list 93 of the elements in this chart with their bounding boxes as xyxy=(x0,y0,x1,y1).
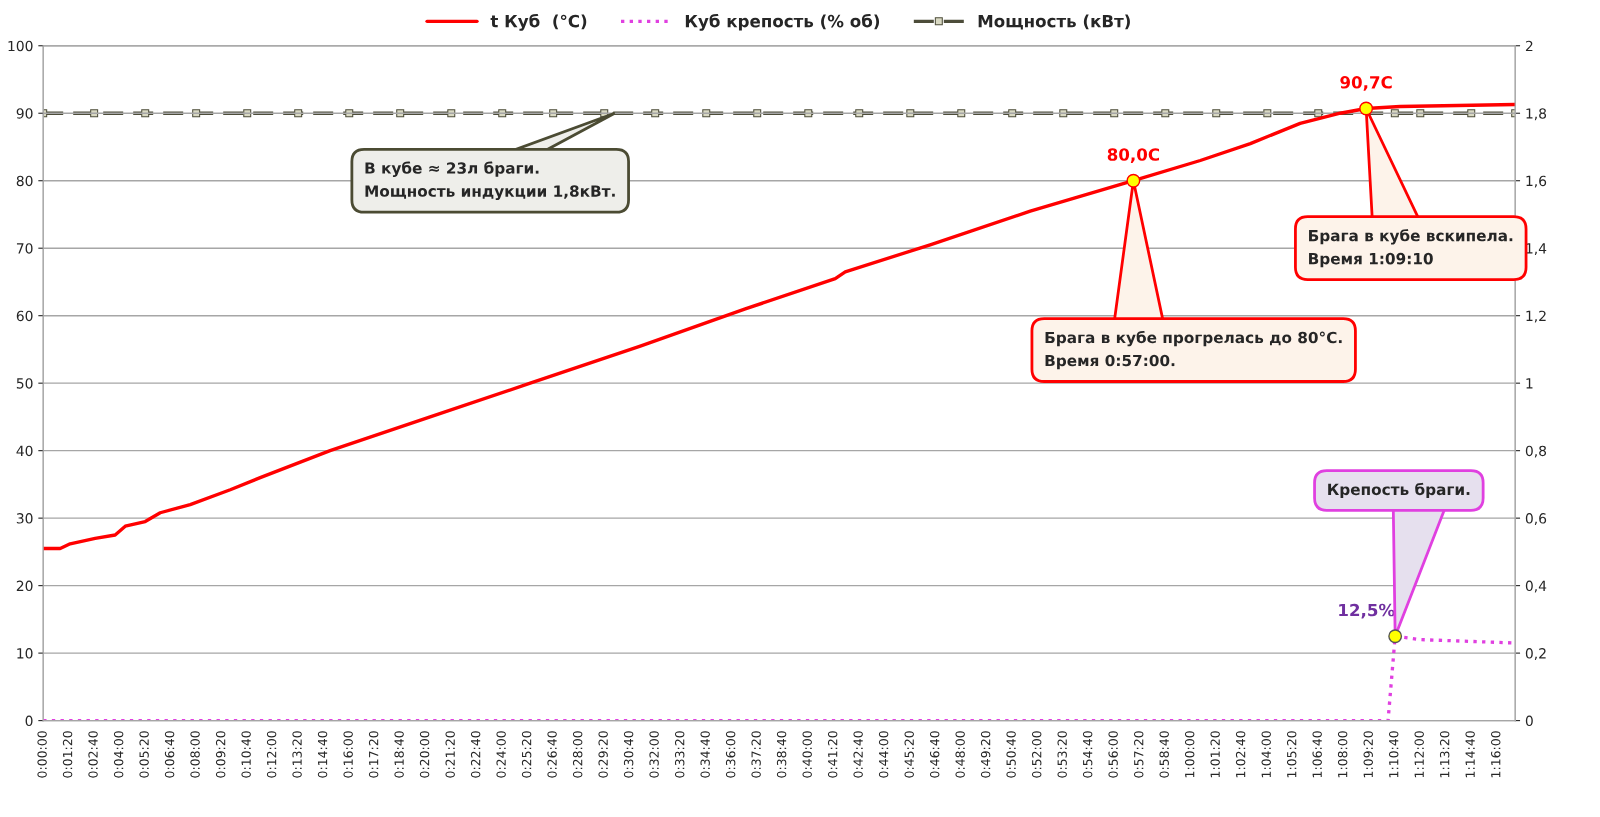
annotation: Брага в кубе вскипела. Время 1:09:10 xyxy=(1309,229,1513,268)
x-tick-label: 1:14:40 xyxy=(1465,731,1475,778)
point xyxy=(1359,101,1374,116)
x-tick-label: 0:29:20 xyxy=(598,731,608,778)
x-tick-label: 0:56:00 xyxy=(1108,731,1118,778)
y-tick-label: 0 xyxy=(25,715,33,727)
x-tick-label: 1:08:00 xyxy=(1337,731,1348,778)
y-tick-label: 60 xyxy=(16,310,33,322)
x-tick-label: 0:22:40 xyxy=(470,731,481,778)
x-tick-label: 0:02:40 xyxy=(88,731,98,778)
x-tick-label: 0:41:20 xyxy=(827,731,838,778)
x-tick-label: 0:57:20 xyxy=(1134,731,1144,778)
y-tick-label: 90 xyxy=(16,108,33,119)
x-tick-label: 1:13:20 xyxy=(1439,731,1450,778)
y-tick-label: 30 xyxy=(16,513,33,524)
x-tick-label: 0:17:20 xyxy=(368,731,379,778)
x-tick-label: 0:33:20 xyxy=(674,731,685,778)
data-label: 12,5% xyxy=(1339,603,1395,619)
x-tick-label: 1:00:00 xyxy=(1184,731,1195,778)
y2-tick-label: 1,2 xyxy=(1526,310,1546,323)
x-tick-label: 0:53:20 xyxy=(1057,731,1067,778)
y2-tick-label: 1 xyxy=(1526,378,1533,389)
data-label: 90,7C xyxy=(1340,76,1392,91)
x-tick-label: 0:00:00 xyxy=(37,731,47,778)
line-series xyxy=(43,101,1516,551)
y2-tick-label: 0,6 xyxy=(1525,513,1547,526)
y2-tick-label: 0,4 xyxy=(1525,580,1547,593)
x-tick-label: 0:10:40 xyxy=(241,731,251,778)
x-tick-label: 0:21:20 xyxy=(445,731,455,778)
x-tick-label: 0:36:00 xyxy=(725,731,736,778)
x-tick-label: 0:40:00 xyxy=(802,731,812,778)
x-tick-label: 1:10:40 xyxy=(1388,731,1399,778)
x-tick-label: 0:32:00 xyxy=(649,731,659,778)
x-tick-label: 0:16:00 xyxy=(343,731,353,778)
x-tick-label: 0:04:00 xyxy=(113,731,124,778)
data-label: 80,0C xyxy=(1107,148,1160,163)
x-tick-label: 0:38:40 xyxy=(776,731,787,778)
y2-tick-label: 1,4 xyxy=(1526,243,1547,256)
x-tick-label: 0:24:00 xyxy=(496,731,506,778)
x-tick-label: 0:52:00 xyxy=(1031,731,1042,778)
y-tick-label: 20 xyxy=(16,580,33,592)
y-tick-label: 40 xyxy=(16,445,33,457)
annotation: Крепость браги. xyxy=(1328,482,1470,499)
x-tick-label: 0:06:40 xyxy=(164,731,175,778)
y2-tick-label: 1,8 xyxy=(1526,108,1547,121)
x-tick-label: 0:50:40 xyxy=(1006,731,1016,778)
x-tick-label: 0:34:40 xyxy=(700,731,710,778)
x-tick-label: 0:28:00 xyxy=(572,731,583,778)
legend-label: Мощность (кВт) xyxy=(978,14,1130,30)
x-tick-label: 0:13:20 xyxy=(292,731,302,778)
x-tick-label: 0:25:20 xyxy=(521,731,532,778)
x-tick-label: 1:02:40 xyxy=(1235,731,1246,778)
x-tick-label: 0:37:20 xyxy=(751,731,761,778)
y2-tick-label: 0 xyxy=(1525,715,1533,727)
y2-tick-label: 0,2 xyxy=(1525,648,1546,660)
x-tick-label: 0:48:00 xyxy=(955,731,965,778)
x-tick-label: 0:46:40 xyxy=(929,731,940,778)
point xyxy=(1126,173,1141,188)
x-tick-label: 0:30:40 xyxy=(623,731,634,778)
x-tick-label: 0:20:00 xyxy=(419,731,430,778)
x-tick-label: 1:01:20 xyxy=(1210,731,1220,778)
x-tick-label: 0:01:20 xyxy=(62,731,73,778)
y-tick-label: 80 xyxy=(16,175,33,187)
x-tick-label: 1:06:40 xyxy=(1312,731,1322,778)
x-tick-label: 0:08:00 xyxy=(190,731,200,778)
x-tick-label: 1:12:00 xyxy=(1414,731,1424,778)
x-tick-label: 0:14:40 xyxy=(317,731,328,778)
x-tick-label: 0:05:20 xyxy=(139,731,149,778)
legend-label: Куб крепость (% об) xyxy=(685,13,880,31)
y2-tick-label: 1,6 xyxy=(1526,175,1547,188)
x-tick-label: 1:09:20 xyxy=(1363,731,1373,778)
x-tick-label: 0:42:40 xyxy=(853,731,863,778)
y-tick-label: 50 xyxy=(16,378,33,389)
legend-label: t Куб (°С) xyxy=(490,13,587,31)
y-tick-label: 70 xyxy=(16,243,33,254)
x-tick-label: 0:09:20 xyxy=(215,731,226,778)
x-tick-label: 0:54:40 xyxy=(1082,731,1093,778)
x-tick-label: 0:45:20 xyxy=(904,731,914,778)
x-tick-label: 0:26:40 xyxy=(547,731,557,778)
x-tick-label: 1:16:00 xyxy=(1491,731,1501,778)
x-tick-label: 0:49:20 xyxy=(980,731,991,778)
x-tick-label: 0:44:00 xyxy=(878,731,889,778)
x-tick-label: 0:12:00 xyxy=(266,731,277,778)
y2-tick-label: 2 xyxy=(1525,40,1533,52)
x-tick-label: 0:18:40 xyxy=(394,731,404,778)
y-tick-label: 100 xyxy=(8,40,33,52)
x-tick-label: 0:58:40 xyxy=(1159,731,1169,778)
annotation: Брага в кубе прогрелась до 80°С. Время 0:57:00. xyxy=(1045,330,1342,370)
x-tick-label: 1:05:20 xyxy=(1286,731,1297,778)
x-tick-label: 1:04:00 xyxy=(1261,731,1271,778)
y2-tick-label: 0,8 xyxy=(1525,445,1547,458)
annotation: В кубе ≈ 23л браги. Мощность индукции 1,8кВт. xyxy=(365,161,615,200)
y-tick-label: 10 xyxy=(17,648,33,659)
